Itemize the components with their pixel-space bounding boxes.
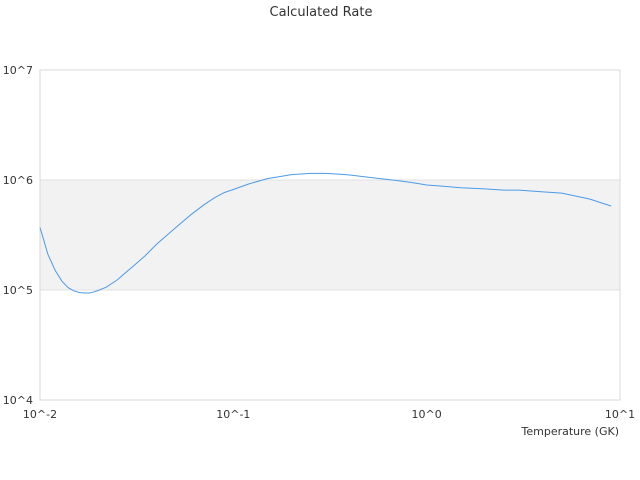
chart-title: Calculated Rate [270,5,373,20]
plot-bands [40,180,620,290]
x-tick-label: 10^-2 [23,408,57,421]
x-axis-title: Temperature (GK) [521,425,620,438]
y-tick-label: 10^7 [3,64,33,77]
y-tick-label: 10^5 [3,284,33,297]
y-axis-ticks: 10^4 10^5 10^6 10^7 [3,64,33,407]
y-tick-label: 10^6 [3,174,33,187]
x-tick-label: 10^0 [412,408,442,421]
series-line [39,172,612,294]
y-tick-label: 10^4 [3,394,33,407]
x-tick-label: 10^-1 [216,408,250,421]
plot-band [40,180,620,290]
plot-area [39,69,621,401]
x-axis-ticks: 10^-2 10^-1 10^0 10^1 [23,408,635,421]
x-tick-label: 10^1 [605,408,635,421]
